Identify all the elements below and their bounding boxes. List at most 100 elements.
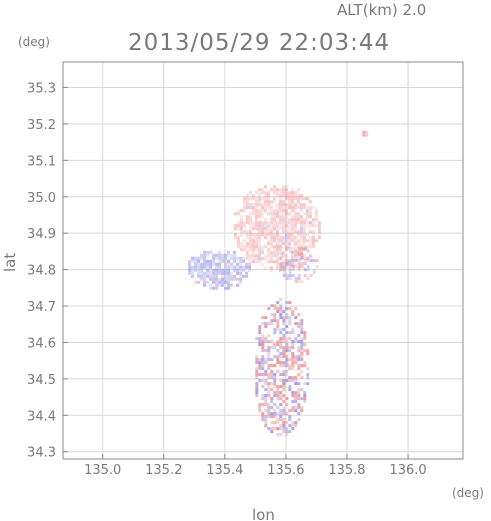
- data-cell: [233, 265, 237, 269]
- data-cell: [282, 424, 286, 428]
- data-cell: [303, 343, 307, 347]
- data-cell: [269, 203, 273, 207]
- data-cell: [248, 260, 252, 264]
- data-cell: [264, 415, 268, 419]
- data-cell: [276, 418, 280, 422]
- data-cell: [297, 334, 301, 338]
- data-cell: [293, 221, 297, 225]
- data-cell: [258, 337, 262, 341]
- data-cell: [287, 218, 291, 222]
- data-cell: [278, 236, 282, 240]
- data-cell: [260, 188, 264, 192]
- data-cell: [251, 257, 255, 261]
- data-cell: [303, 394, 307, 398]
- data-cell: [254, 239, 258, 243]
- data-cell: [270, 373, 274, 377]
- data-cell: [239, 280, 243, 284]
- data-cell: [282, 430, 286, 434]
- data-cell: [233, 268, 237, 272]
- data-cell: [303, 334, 307, 338]
- data-cell: [275, 245, 279, 249]
- data-cell: [311, 239, 315, 243]
- data-cell: [209, 271, 213, 275]
- data-cell: [296, 197, 300, 201]
- data-cell: [275, 266, 279, 270]
- data-cell: [303, 259, 307, 263]
- data-cell: [242, 200, 246, 204]
- data-cell: [284, 191, 288, 195]
- data-cell: [294, 421, 298, 425]
- data-cell: [248, 265, 252, 269]
- data-cell: [296, 218, 300, 222]
- data-cell: [285, 313, 289, 317]
- data-cell: [212, 271, 216, 275]
- data-cell: [273, 364, 277, 368]
- data-cell: [302, 248, 306, 252]
- data-cell: [191, 274, 195, 278]
- data-cell: [242, 197, 246, 201]
- data-cell: [261, 361, 265, 365]
- data-cell: [263, 254, 267, 258]
- data-cell: [224, 268, 228, 272]
- data-cell: [218, 256, 222, 260]
- data-cell: [297, 364, 301, 368]
- data-cell: [293, 227, 297, 231]
- data-cell: [275, 233, 279, 237]
- data-cell: [218, 268, 222, 272]
- data-cell: [258, 331, 262, 335]
- data-cell: [306, 349, 310, 353]
- data-cell: [290, 194, 294, 198]
- data-cell: [267, 322, 271, 326]
- data-cell: [285, 421, 289, 425]
- data-cell: [297, 382, 301, 386]
- data-cell: [227, 250, 231, 254]
- data-cell: [263, 227, 267, 231]
- data-cell: [267, 394, 271, 398]
- data-cell: [254, 218, 258, 222]
- data-cell: [261, 349, 265, 353]
- data-cell: [291, 274, 295, 278]
- data-cell: [291, 313, 295, 317]
- data-cell: [266, 203, 270, 207]
- data-cell: [255, 385, 259, 389]
- data-cell: [267, 352, 271, 356]
- data-cell: [288, 418, 292, 422]
- data-cell: [260, 233, 264, 237]
- data-cell: [308, 236, 312, 240]
- data-cell: [255, 388, 259, 392]
- data-cell: [242, 248, 246, 252]
- data-cell: [215, 262, 219, 266]
- data-cell: [197, 280, 201, 284]
- data-cell: [267, 409, 271, 413]
- data-cell: [224, 259, 228, 263]
- data-cell: [203, 277, 207, 281]
- data-cell: [297, 373, 301, 377]
- data-cell: [261, 403, 265, 407]
- data-cell: [300, 265, 304, 269]
- data-cell: [285, 373, 289, 377]
- velocity-field: [188, 130, 369, 437]
- data-cell: [273, 307, 277, 311]
- data-cell: [248, 239, 252, 243]
- data-cell: [264, 397, 268, 401]
- data-cell: [251, 209, 255, 213]
- data-cell: [293, 212, 297, 216]
- data-cell: [203, 256, 207, 260]
- data-cell: [273, 409, 277, 413]
- data-cell: [251, 260, 255, 264]
- data-cell: [209, 268, 213, 272]
- data-cell: [300, 406, 304, 410]
- data-cell: [236, 262, 240, 266]
- data-cell: [308, 245, 312, 249]
- data-cell: [287, 224, 291, 228]
- data-cell: [264, 349, 268, 353]
- data-cell: [291, 250, 295, 254]
- data-cell: [300, 370, 304, 374]
- data-cell: [270, 397, 274, 401]
- data-cell: [297, 265, 301, 269]
- data-cell: [302, 230, 306, 234]
- data-cell: [197, 259, 201, 263]
- data-cell: [236, 265, 240, 269]
- data-cell: [297, 274, 301, 278]
- data-cell: [251, 254, 255, 258]
